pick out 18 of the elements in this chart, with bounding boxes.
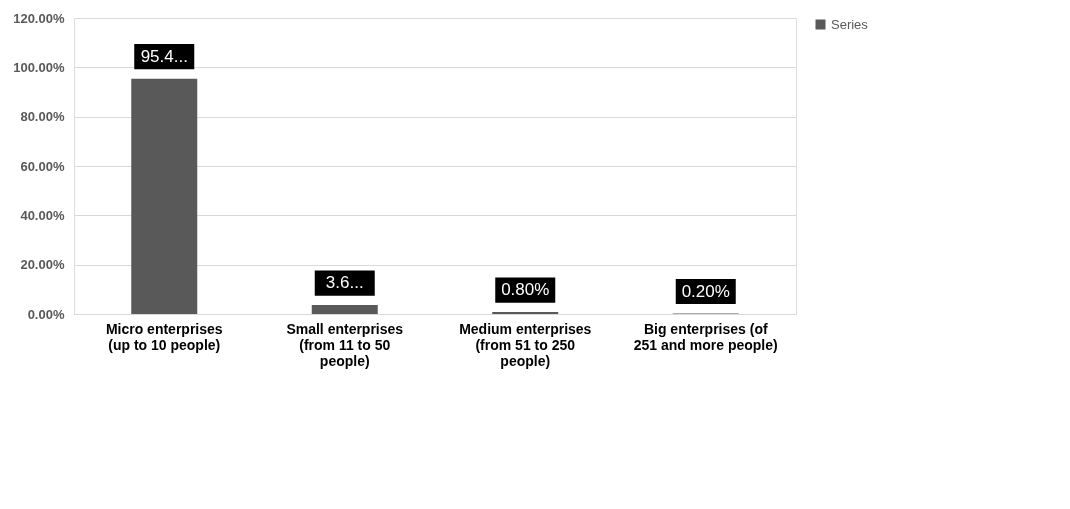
data-label: 95.4... [140,46,188,66]
y-tick-label: 100.00% [13,59,65,75]
y-tick-label: 0.00% [27,306,65,322]
y-tick-label: 20.00% [20,257,65,273]
bar [131,78,198,314]
y-tick-label: 40.00% [20,207,65,223]
x-tick-label: Micro enterprises (up to 10 people) [105,320,223,353]
data-label: 3.6... [325,273,364,293]
y-tick-label: 60.00% [20,158,65,174]
legend-label: Series [831,16,869,32]
y-tick-label: 80.00% [20,109,65,125]
bar [311,305,378,314]
x-tick-label: Small enterprises (from 11 to 50 people) [286,320,404,369]
y-tick-label: 120.00% [13,10,65,26]
x-tick-label: Medium enterprises (from 51 to 250 people) [459,320,592,369]
data-label: 0.20% [681,281,730,301]
x-tick-label: Big enterprises (of 251 and more people) [633,320,778,353]
data-label: 0.80% [501,280,550,300]
